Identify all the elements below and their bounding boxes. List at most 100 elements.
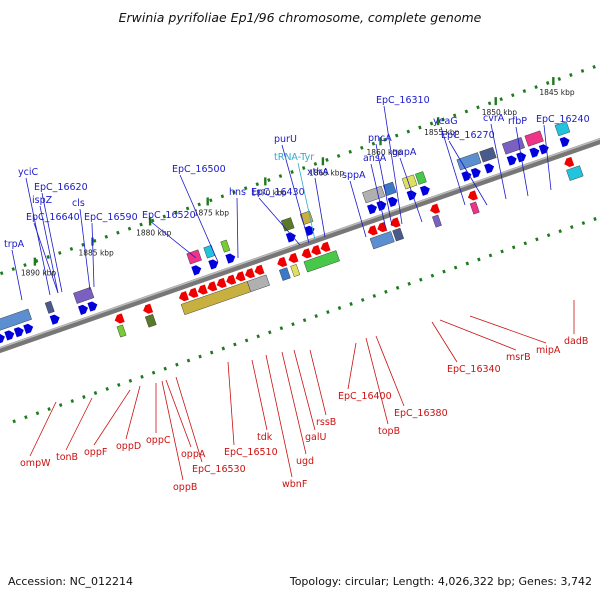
leader-line: [149, 220, 197, 259]
gene-label-dadb: dadB: [564, 336, 588, 347]
forward-gene-box: [362, 185, 386, 204]
forward-gene-box: [44, 300, 55, 314]
leader-line: [370, 163, 387, 230]
gene-label-galu: galU: [305, 432, 326, 443]
tick-dot: [46, 255, 50, 259]
tick-dot: [220, 194, 225, 199]
gene-label-oppd: oppD: [116, 441, 141, 452]
tick-dot: [570, 225, 574, 230]
gene-label-topb: topB: [378, 426, 400, 437]
reverse-gene-box: [369, 231, 395, 250]
tick-dot: [58, 250, 62, 255]
tick-dot: [11, 267, 16, 272]
forward-gene-arrow: [4, 330, 15, 341]
tick-dot: [255, 182, 260, 187]
reverse-gene-arrow: [564, 156, 575, 168]
tick-dot: [82, 395, 86, 399]
gene-label-oppc: oppC: [146, 435, 171, 446]
tick-dot: [581, 221, 586, 226]
forward-gene-box: [73, 287, 95, 304]
reverse-gene-arrow: [207, 281, 218, 292]
leader-line: [439, 319, 517, 351]
kbp-label: 1890 kbp: [21, 269, 57, 278]
tick-dot: [499, 97, 503, 102]
leader-line: [41, 192, 63, 293]
gene-label-epc_16430: EpC_16430: [251, 187, 305, 198]
leader-line: [79, 208, 91, 291]
tick-dot: [384, 289, 388, 294]
reverse-gene-arrow: [311, 244, 322, 256]
gene-label-hns: hns: [229, 187, 246, 198]
kbp-label: 1865 kbp: [309, 168, 345, 177]
forward-gene-arrow: [285, 232, 296, 243]
tick-dot: [349, 302, 353, 306]
tick-dot: [407, 281, 411, 286]
gene-features: [0, 121, 584, 344]
reverse-gene-arrow: [197, 284, 208, 295]
leader-line: [265, 354, 293, 478]
tick-dot: [0, 271, 4, 276]
forward-gene-box: [456, 152, 482, 171]
leader-line: [543, 124, 552, 191]
tick-dot: [488, 253, 493, 258]
tick-dot: [268, 330, 272, 335]
tick-dot: [348, 149, 352, 154]
tick-dot: [429, 121, 434, 126]
tick-dot: [441, 117, 445, 122]
leader-line: [251, 359, 268, 431]
tick-dot: [209, 350, 214, 355]
tick-dot: [279, 326, 284, 331]
leader-line: [365, 337, 389, 425]
reverse-gene-arrow: [216, 277, 227, 289]
tick-dot: [593, 217, 597, 221]
kbp-major-tick: [206, 197, 209, 206]
reverse-gene-arrow: [301, 248, 312, 259]
reverse-gene-arrow: [178, 291, 189, 302]
forward-gene-arrow: [49, 314, 60, 325]
gene-label-trna-tyr: tRNA-Tyr: [274, 152, 314, 163]
reverse-gene-arrow: [367, 225, 378, 236]
leader-line: [33, 222, 59, 294]
tick-row-upper: [0, 64, 596, 276]
gene-label-epc_16310: EpC_16310: [376, 95, 430, 106]
leader-line: [29, 401, 57, 457]
tick-dot: [221, 346, 226, 351]
gene-label-sppa: sppA: [342, 170, 366, 181]
leader-line: [347, 342, 357, 390]
reverse-gene-box: [116, 324, 127, 338]
tick-dot: [92, 238, 97, 243]
leader-line: [375, 335, 405, 407]
tick-dot: [580, 68, 585, 73]
forward-gene-arrow: [87, 301, 98, 312]
tick-dot: [372, 293, 377, 298]
kbp-label: 1855 kbp: [424, 128, 460, 137]
tick-dot: [35, 411, 40, 416]
reverse-gene-box: [392, 227, 405, 242]
tick-dot: [291, 322, 295, 327]
tick-dot: [336, 153, 341, 158]
gene-label-oppf: oppF: [84, 447, 107, 458]
gene-label-epc_16530: EpC_16530: [192, 464, 246, 475]
tick-dot: [360, 297, 365, 302]
gene-label-epc_16510: EpC_16510: [224, 447, 278, 458]
tick-dot: [314, 314, 318, 319]
leader-line: [399, 157, 423, 223]
tick-dot: [104, 234, 109, 239]
tick-dot: [452, 113, 457, 118]
forward-gene-box: [280, 217, 295, 232]
leader-line: [236, 197, 239, 259]
tick-dot: [232, 190, 236, 195]
gene-label-ompw: ompW: [20, 458, 51, 469]
tick-dot: [487, 101, 492, 106]
leader-line: [297, 162, 316, 241]
reverse-gene-box: [303, 250, 340, 273]
tick-dot: [476, 105, 480, 110]
gene-label-cvra: cvrA: [483, 113, 505, 124]
forward-gene-box: [501, 137, 525, 155]
leader-line: [431, 321, 458, 363]
reverse-gene-box: [432, 214, 442, 228]
tick-dot: [511, 93, 515, 98]
tick-dot: [128, 378, 133, 383]
tick-dot: [360, 145, 364, 150]
leader-line: [293, 349, 316, 431]
